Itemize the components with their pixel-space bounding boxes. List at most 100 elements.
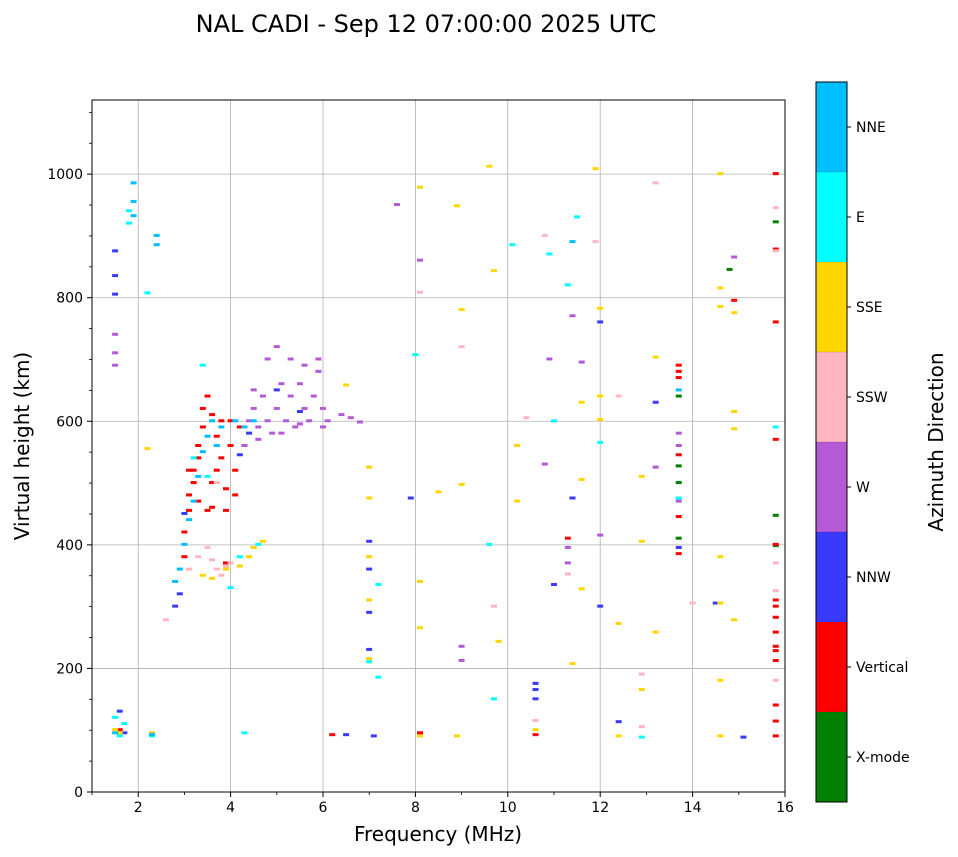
data-point: [195, 474, 202, 478]
data-point: [125, 221, 132, 225]
data-point: [190, 481, 197, 485]
data-point: [255, 542, 262, 546]
data-point: [343, 733, 350, 737]
data-point: [597, 320, 604, 324]
data-point: [209, 558, 216, 562]
data-point: [407, 496, 414, 500]
data-point: [514, 499, 521, 503]
data-point: [259, 394, 266, 398]
data-point: [306, 419, 313, 423]
data-point: [597, 604, 604, 608]
data-point: [112, 249, 119, 253]
data-point: [675, 552, 682, 556]
data-point: [236, 555, 243, 559]
data-point: [717, 286, 724, 290]
data-point: [144, 447, 151, 451]
y-tick-label: 0: [74, 785, 83, 801]
data-point: [592, 240, 599, 244]
data-point: [546, 357, 553, 361]
data-point: [153, 243, 160, 247]
data-point: [772, 320, 779, 324]
data-point: [675, 388, 682, 392]
data-point: [597, 306, 604, 310]
data-point: [675, 369, 682, 373]
data-point: [213, 468, 220, 472]
data-point: [731, 298, 738, 302]
data-point: [615, 621, 622, 625]
data-point: [222, 567, 229, 571]
x-axis-title: Frequency (MHz): [354, 822, 522, 846]
data-point: [458, 659, 465, 663]
data-point: [652, 400, 659, 404]
data-point: [116, 734, 123, 738]
data-point: [772, 425, 779, 429]
data-point: [227, 586, 234, 590]
data-point: [597, 533, 604, 537]
data-point: [232, 493, 239, 497]
data-point: [597, 418, 604, 422]
data-point: [592, 167, 599, 171]
y-tick-label: 400: [56, 538, 83, 554]
data-point: [195, 456, 202, 460]
data-point: [153, 233, 160, 237]
data-point: [287, 394, 294, 398]
data-point: [675, 453, 682, 457]
data-point: [615, 734, 622, 738]
data-point: [232, 468, 239, 472]
data-point: [209, 576, 216, 580]
data-point: [366, 555, 373, 559]
x-tick-label: 16: [776, 800, 794, 816]
data-point: [204, 434, 211, 438]
data-point: [578, 587, 585, 591]
data-point: [296, 410, 303, 414]
data-point: [324, 419, 331, 423]
data-point: [652, 630, 659, 634]
data-point: [574, 215, 581, 219]
data-point: [772, 719, 779, 723]
plot-area: 2 4 6 8 10 12 14 16 0 200 400 600 800 1000: [47, 99, 794, 816]
data-point: [675, 394, 682, 398]
data-point: [717, 172, 724, 176]
data-point: [186, 567, 193, 571]
data-point: [772, 678, 779, 682]
x-tick-label: 8: [411, 800, 420, 816]
data-point: [278, 382, 285, 386]
data-point: [417, 258, 424, 262]
data-point: [209, 419, 216, 423]
data-point: [186, 508, 193, 512]
data-point: [541, 233, 548, 237]
data-point: [546, 252, 553, 256]
data-point: [638, 725, 645, 729]
data-point: [366, 610, 373, 614]
colorbar-label: E: [856, 210, 865, 226]
data-point: [236, 564, 243, 568]
data-point: [222, 564, 229, 568]
data-point: [250, 545, 257, 549]
data-point: [675, 536, 682, 540]
data-point: [287, 357, 294, 361]
data-point: [190, 499, 197, 503]
data-point: [458, 644, 465, 648]
data-point: [532, 697, 539, 701]
data-point: [121, 731, 128, 735]
colorbar-cell: [816, 172, 847, 262]
data-point: [772, 561, 779, 565]
data-point: [523, 416, 530, 420]
colorbar-label: NNW: [856, 570, 891, 586]
data-point: [250, 419, 257, 423]
colorbar-label: NNE: [856, 120, 886, 136]
data-point: [772, 734, 779, 738]
data-point: [112, 292, 119, 296]
colorbar-label: W: [856, 480, 870, 496]
y-tick-label: 600: [56, 414, 83, 430]
data-point: [740, 735, 747, 739]
x-tick-label: 14: [684, 800, 702, 816]
colorbar-title: Azimuth Direction: [924, 352, 948, 531]
data-point: [417, 185, 424, 189]
data-point: [356, 420, 363, 424]
data-point: [675, 499, 682, 503]
data-point: [218, 425, 225, 429]
data-point: [301, 406, 308, 410]
data-point: [652, 355, 659, 359]
data-point: [222, 561, 229, 565]
